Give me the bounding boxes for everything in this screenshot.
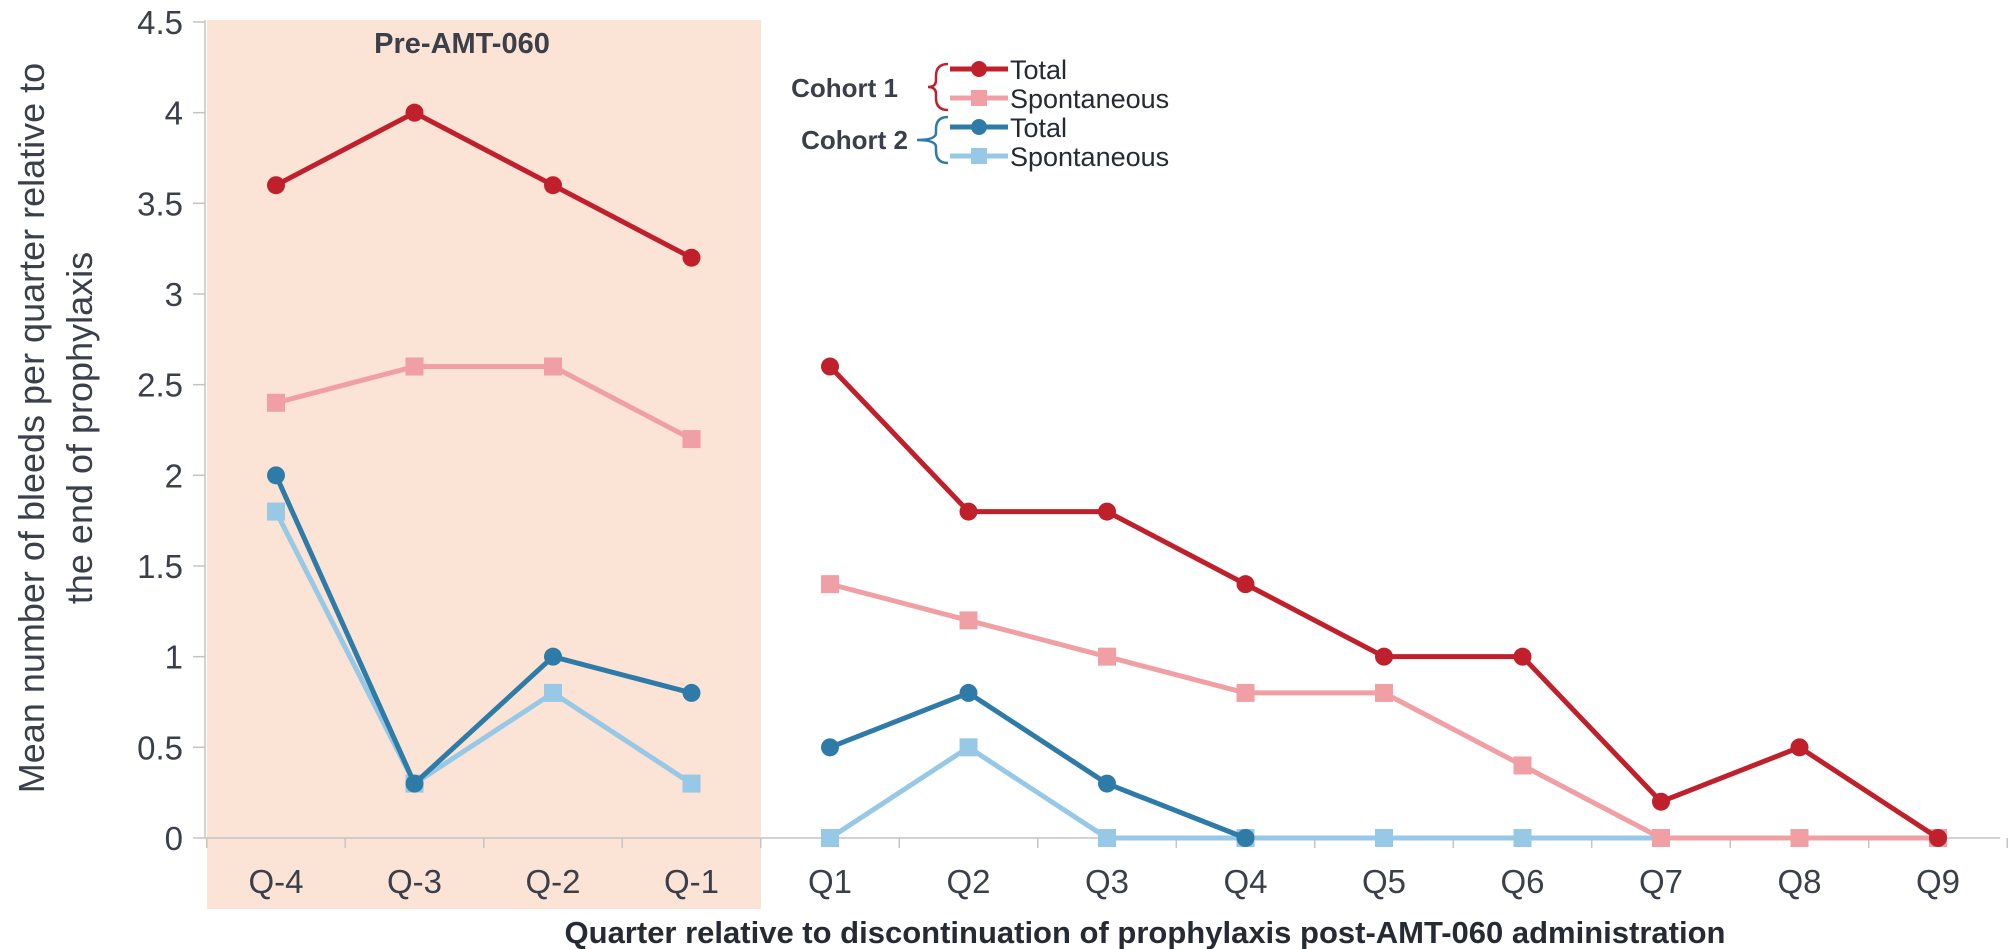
legend-label: Spontaneous <box>1010 142 1169 172</box>
series-cohort-1-spontaneous <box>267 357 1947 847</box>
data-point <box>682 430 701 449</box>
legend-marker-square <box>971 148 987 164</box>
series-line <box>275 364 693 442</box>
legend-entry-cohort1-spontaneous: Spontaneous <box>950 84 1169 114</box>
data-point <box>1790 829 1809 847</box>
legend-label: Spontaneous <box>1010 84 1169 114</box>
data-point <box>821 357 839 376</box>
data-point <box>1790 738 1809 757</box>
y-tick-label: 0 <box>165 820 183 857</box>
data-point <box>959 502 978 521</box>
data-point <box>544 357 562 376</box>
data-point <box>267 393 285 412</box>
legend-marker-circle <box>971 61 987 77</box>
legend-cohort-1-label: Cohort 1 <box>791 73 898 103</box>
legend-cohort-2-brace <box>916 115 949 165</box>
series-line <box>274 110 693 260</box>
data-point <box>959 683 978 702</box>
y-tick-label: 4.5 <box>137 4 183 41</box>
data-point <box>1098 502 1116 521</box>
data-point <box>1513 647 1532 666</box>
x-tick-label: Q-4 <box>248 863 303 900</box>
data-point <box>405 774 424 793</box>
data-point <box>544 683 562 702</box>
data-point <box>959 611 978 630</box>
data-point <box>267 466 285 485</box>
shaded-region-label: Pre-AMT-060 <box>374 28 550 60</box>
x-tick-label: Q9 <box>1916 863 1960 900</box>
y-axis-title-line1: Mean number of bleeds per quarter relati… <box>11 63 52 793</box>
series-line <box>273 510 693 787</box>
data-point <box>1236 575 1255 594</box>
data-point <box>267 502 285 521</box>
x-tick-label: Q8 <box>1777 863 1821 900</box>
y-tick-label: 3 <box>165 276 183 313</box>
data-point <box>1929 829 1947 847</box>
legend-cohort-2-label: Cohort 2 <box>801 125 908 155</box>
data-point <box>1098 829 1116 847</box>
data-point <box>959 738 978 757</box>
x-tick-label: Q2 <box>946 863 990 900</box>
legend-marker-circle <box>971 119 987 135</box>
legend-marker-square <box>971 90 987 106</box>
legend-label: Total <box>1010 113 1067 143</box>
data-point <box>1375 647 1393 666</box>
data-point <box>1513 756 1532 775</box>
y-tick-label: 1.5 <box>137 548 183 585</box>
data-point <box>1375 829 1393 847</box>
data-point <box>1098 774 1116 793</box>
data-point <box>821 738 839 757</box>
data-point <box>267 176 285 195</box>
y-tick-label: 4 <box>165 95 183 132</box>
data-point <box>544 647 562 666</box>
data-point <box>1236 683 1255 702</box>
legend-entry-cohort1-total: Total <box>950 55 1067 85</box>
legend-label: Total <box>1010 55 1067 85</box>
data-point <box>1098 647 1116 666</box>
x-tick-label: Q-2 <box>525 863 580 900</box>
x-tick-label: Q1 <box>808 863 852 900</box>
y-axis-title-line2: the end of prophylaxis <box>59 252 100 604</box>
data-point <box>405 357 424 376</box>
y-tick-label: 2.5 <box>137 367 183 404</box>
legend-cohort-1-brace <box>927 62 949 112</box>
data-point <box>1652 829 1670 847</box>
x-tick-label: Q4 <box>1223 863 1267 900</box>
x-tick-label: Q-3 <box>387 863 442 900</box>
series-cohort-1-total <box>267 103 1947 847</box>
series-cohort-2-total <box>267 466 1255 847</box>
y-tick-label: 3.5 <box>137 185 183 222</box>
data-point <box>544 176 562 195</box>
y-tick-label: 0.5 <box>137 729 183 766</box>
legend-entry-cohort2-total: Total <box>950 113 1067 143</box>
data-point <box>1652 792 1670 811</box>
data-point <box>1236 829 1255 847</box>
y-tick-labels: 0 0.5 1 1.5 2 2.5 3 3.5 4 4.5 <box>137 4 205 857</box>
y-tick-label: 1 <box>165 639 183 676</box>
series-layer <box>267 103 1947 847</box>
legend-entry-cohort2-spontaneous: Spontaneous <box>950 142 1169 172</box>
x-tick-label: Q6 <box>1500 863 1544 900</box>
data-point <box>682 683 701 702</box>
legend: Cohort 1 Cohort 2 Total Spontaneous Tota… <box>791 55 1169 172</box>
data-point <box>405 103 424 122</box>
x-tick-labels: Q-4 Q-3 Q-2 Q-1 Q1 Q2 Q3 Q4 Q5 Q6 Q7 Q8 Q9 <box>206 838 2008 900</box>
data-point <box>682 774 701 793</box>
data-point <box>1375 683 1393 702</box>
shaded-region-pre-amt <box>207 20 761 909</box>
data-point <box>821 575 839 594</box>
x-tick-label: Q3 <box>1085 863 1129 900</box>
data-point <box>821 829 839 847</box>
x-tick-label: Q7 <box>1639 863 1683 900</box>
data-point <box>682 248 701 267</box>
y-tick-label: 2 <box>165 457 183 494</box>
data-point <box>1513 829 1532 847</box>
x-axis-title: Quarter relative to discontinuation of p… <box>565 915 1726 949</box>
x-tick-label: Q-1 <box>664 863 719 900</box>
series-line <box>828 744 1661 841</box>
series-line <box>273 474 693 787</box>
series-line <box>829 690 1247 841</box>
x-tick-label: Q5 <box>1362 863 1406 900</box>
